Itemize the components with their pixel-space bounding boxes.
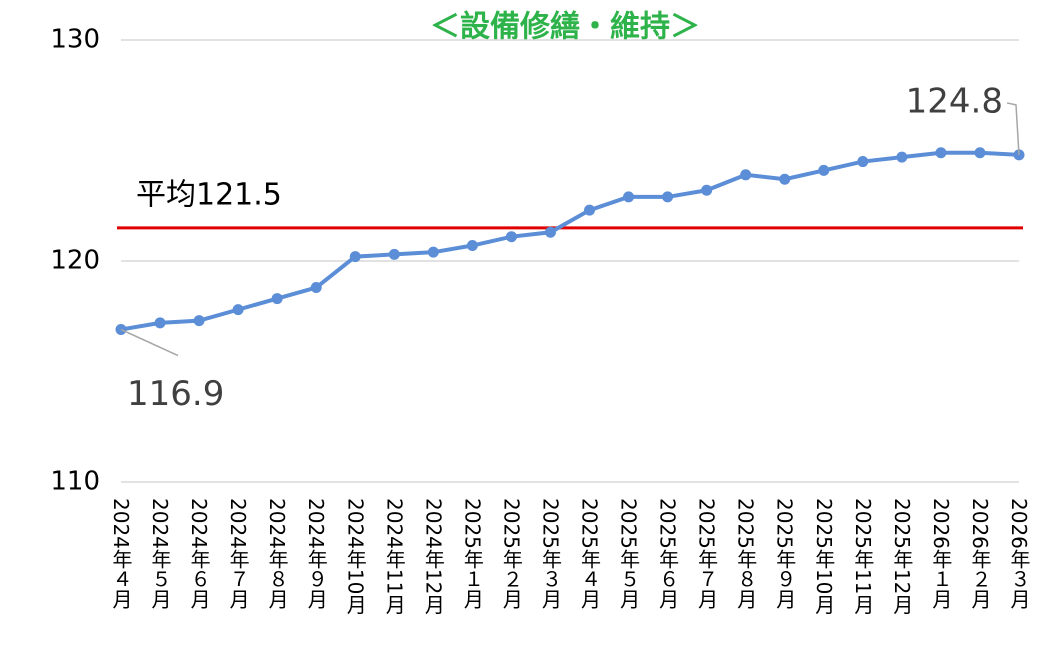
data-point [466,240,478,252]
x-tick-label: 2024年６月 [187,498,211,609]
y-tick-label: 130 [50,25,100,55]
data-point [544,226,556,238]
data-point [505,231,517,243]
y-tick-label: 110 [50,467,100,497]
x-tick-label: 2026年３月 [1007,498,1031,609]
data-point [584,204,596,216]
data-point [232,304,244,316]
data-point [349,251,361,263]
data-point [740,169,752,181]
x-tick-label: 2025年４月 [578,498,602,609]
x-tick-label: 2025年２月 [499,498,523,609]
chart-title: ＜設備修繕・維持＞ [430,10,700,45]
x-tick-label: 2024年８月 [265,498,289,609]
x-tick-label: 2025年１月 [460,498,484,609]
data-point [388,248,400,260]
data-label: 124.8 [906,81,1003,121]
x-tick-label: 2025年５月 [617,498,641,609]
x-tick-label: 2024年10月 [343,498,367,614]
data-point [857,156,869,168]
x-tick-label: 2026年１月 [929,498,953,609]
x-tick-label: 2025年６月 [656,498,680,609]
x-tick-label: 2025年７月 [695,498,719,609]
x-tick-label: 2026年２月 [968,498,992,609]
x-tick-label: 2024年７月 [226,498,250,609]
x-tick-label: 2025年９月 [773,498,797,609]
x-tick-label: 2024年９月 [304,498,328,609]
data-point [896,151,908,163]
series-line [120,150,1020,332]
data-point [310,282,322,294]
data-point [154,317,166,329]
data-point [818,164,830,176]
x-tick-label: 2025年10月 [812,498,836,614]
data-point [779,173,791,185]
data-point [271,293,283,305]
data-label: 116.9 [127,374,224,414]
data-point [662,191,674,203]
data-point [974,147,986,159]
x-tick-label: 2025年８月 [734,498,758,609]
data-point [935,147,947,159]
y-tick-label: 120 [50,246,100,276]
data-point [427,246,439,258]
data-point [623,191,635,203]
x-tick-label: 2024年５月 [148,498,172,609]
x-tick-label: 2024年４月 [109,498,133,609]
label-leader [120,328,179,357]
average-label: 平均121.5 [136,177,282,212]
x-tick-label: 2024年12月 [421,498,445,614]
label-leader [1006,102,1020,155]
x-tick-label: 2025年３月 [538,498,562,609]
data-point [193,315,205,327]
x-tick-label: 2025年11月 [851,498,875,614]
x-tick-label: 2024年11月 [382,498,406,614]
x-tick-label: 2025年12月 [890,498,914,614]
data-point [701,184,713,196]
